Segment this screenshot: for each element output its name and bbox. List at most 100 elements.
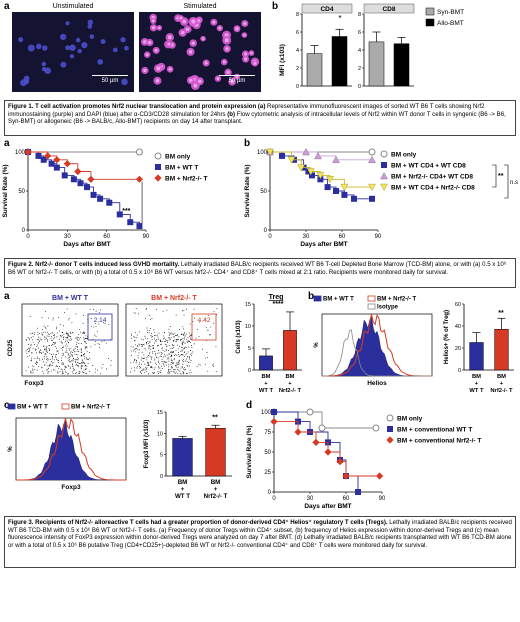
event-dot: [167, 371, 169, 373]
event-dot: [183, 333, 185, 335]
event-dot: [43, 331, 44, 333]
event-dot: [100, 373, 102, 375]
event-dot: [189, 342, 191, 343]
event-dot: [86, 351, 88, 353]
legend-label: Isotype: [377, 305, 399, 311]
event-dot: [29, 355, 31, 357]
event-dot: [161, 361, 163, 363]
y-tick-label: 5: [160, 453, 163, 459]
event-dot: [51, 344, 53, 346]
event-dot: [179, 355, 180, 357]
y-tick-label: 4: [358, 48, 361, 54]
event-dot: [137, 357, 139, 359]
survival-marker: [90, 191, 97, 198]
event-dot: [182, 363, 184, 365]
fig3b-helios-histogram: Helios% BM + WT T BM + Nrf2-/- T Isotype: [313, 295, 433, 387]
event-dot: [68, 317, 70, 319]
event-dot: [63, 346, 64, 348]
event-dot: [167, 350, 169, 352]
event-dot: [76, 346, 78, 347]
event-dot: [145, 349, 147, 351]
event-dot: [182, 334, 184, 336]
event-dot: [135, 307, 137, 309]
legend-marker: [155, 164, 161, 170]
category-label: BM: [497, 374, 506, 380]
event-dot: [83, 371, 85, 373]
event-dot: [43, 325, 45, 327]
event-dot: [27, 343, 29, 345]
event-dot: [93, 326, 95, 328]
stimulated-heading: Stimulated: [183, 3, 217, 10]
event-dot: [74, 353, 76, 355]
event-dot: [173, 336, 175, 338]
survival-marker: [342, 472, 350, 480]
event-dot: [190, 360, 192, 362]
event-dot: [184, 347, 186, 349]
event-dot: [184, 335, 186, 337]
event-dot: [61, 342, 63, 344]
event-dot: [69, 355, 71, 357]
event-dot: [171, 358, 173, 360]
event-dot: [134, 358, 136, 360]
unstimulated-heading: Unstimulated: [52, 3, 94, 10]
survival-marker: [369, 195, 375, 202]
event-dot: [132, 350, 134, 352]
event-dot: [183, 310, 185, 312]
survival-marker: [97, 195, 104, 202]
event-dot: [190, 339, 192, 340]
event-dot: [64, 366, 66, 368]
y-axis-label: %: [314, 342, 320, 348]
event-dot: [71, 322, 73, 324]
event-dot: [69, 349, 70, 351]
event-dot: [192, 351, 194, 353]
fig3a-flow-plots: BM + WT T 2.14 BM + Nrf2-/- T 4.42 CD25 Foxp3: [7, 295, 223, 387]
survival-marker: [376, 472, 384, 480]
event-dot: [146, 367, 148, 369]
event-dot: [144, 357, 146, 359]
event-dot: [137, 366, 139, 367]
event-dot: [182, 368, 184, 370]
event-dot: [158, 360, 160, 362]
event-dot: [135, 332, 137, 333]
event-dot: [32, 368, 33, 370]
y-axis-label: Helios+ (% of Treg): [444, 310, 450, 364]
event-dot: [84, 341, 85, 343]
event-dot: [94, 344, 96, 346]
cell-core: [216, 77, 220, 81]
event-dot: [27, 356, 29, 357]
category-label: BM: [178, 479, 188, 486]
cell-nucleus: [27, 44, 35, 52]
ns-label: n.s.: [510, 180, 518, 186]
event-dot: [68, 366, 70, 367]
event-dot: [72, 364, 74, 366]
event-dot: [48, 365, 50, 367]
event-dot: [68, 358, 70, 360]
event-dot: [176, 354, 178, 356]
event-dot: [78, 350, 80, 352]
event-dot: [157, 357, 159, 359]
cell-core: [168, 67, 172, 71]
x-tick-label: 30: [64, 234, 71, 240]
legend-marker: [387, 426, 393, 432]
event-dot: [144, 363, 146, 365]
event-dot: [78, 333, 79, 335]
event-dot: [139, 367, 141, 369]
category-label: BM: [285, 374, 294, 380]
ko-histogram: [15, 418, 127, 481]
event-dot: [92, 309, 94, 311]
cell-core: [158, 26, 161, 30]
y-tick-label: 50: [264, 450, 271, 456]
x-axis-label: Days after BMT: [300, 241, 347, 248]
cell-core: [243, 52, 248, 56]
event-dot: [171, 360, 173, 362]
event-dot: [105, 342, 107, 344]
event-dot: [32, 348, 34, 350]
event-dot: [130, 333, 132, 335]
bar: [306, 53, 323, 87]
event-dot: [44, 349, 46, 351]
event-dot: [51, 336, 52, 338]
event-dot: [70, 351, 72, 353]
event-dot: [170, 351, 172, 352]
y-axis-label: CD25: [7, 339, 14, 356]
event-dot: [173, 336, 174, 338]
